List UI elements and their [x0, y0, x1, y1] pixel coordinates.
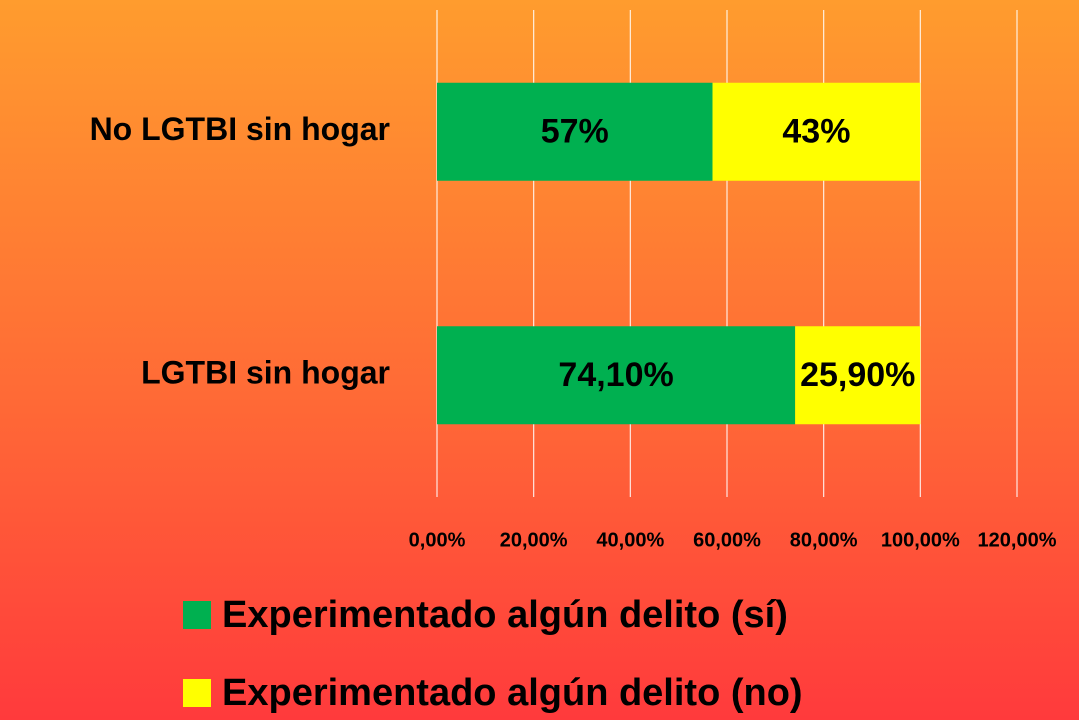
data-label: 74,10%	[558, 356, 673, 394]
y-tick-label: LGTBI sin hogar	[141, 355, 390, 391]
x-tick-label: 20,00%	[500, 529, 568, 551]
bar-segment	[795, 326, 921, 425]
bar-segment	[712, 82, 921, 181]
x-tick-label: 60,00%	[693, 529, 761, 551]
x-tick-label: 80,00%	[790, 529, 858, 551]
data-label: 25,90%	[800, 356, 915, 394]
legend-label: Experimentado algún delito (sí)	[222, 594, 788, 636]
legend-swatch	[183, 679, 211, 707]
x-tick-label: 0,00%	[409, 529, 466, 551]
data-label: 57%	[541, 113, 609, 151]
x-tick-label: 120,00%	[978, 529, 1057, 551]
bar-segment	[437, 326, 796, 425]
x-tick-label: 100,00%	[881, 529, 960, 551]
legend-swatch	[183, 601, 211, 629]
bar-segment	[437, 82, 713, 181]
x-tick-label: 40,00%	[596, 529, 664, 551]
y-tick-label: No LGTBI sin hogar	[90, 111, 390, 147]
legend-label: Experimentado algún delito (no)	[222, 672, 803, 714]
data-label: 43%	[782, 113, 850, 151]
